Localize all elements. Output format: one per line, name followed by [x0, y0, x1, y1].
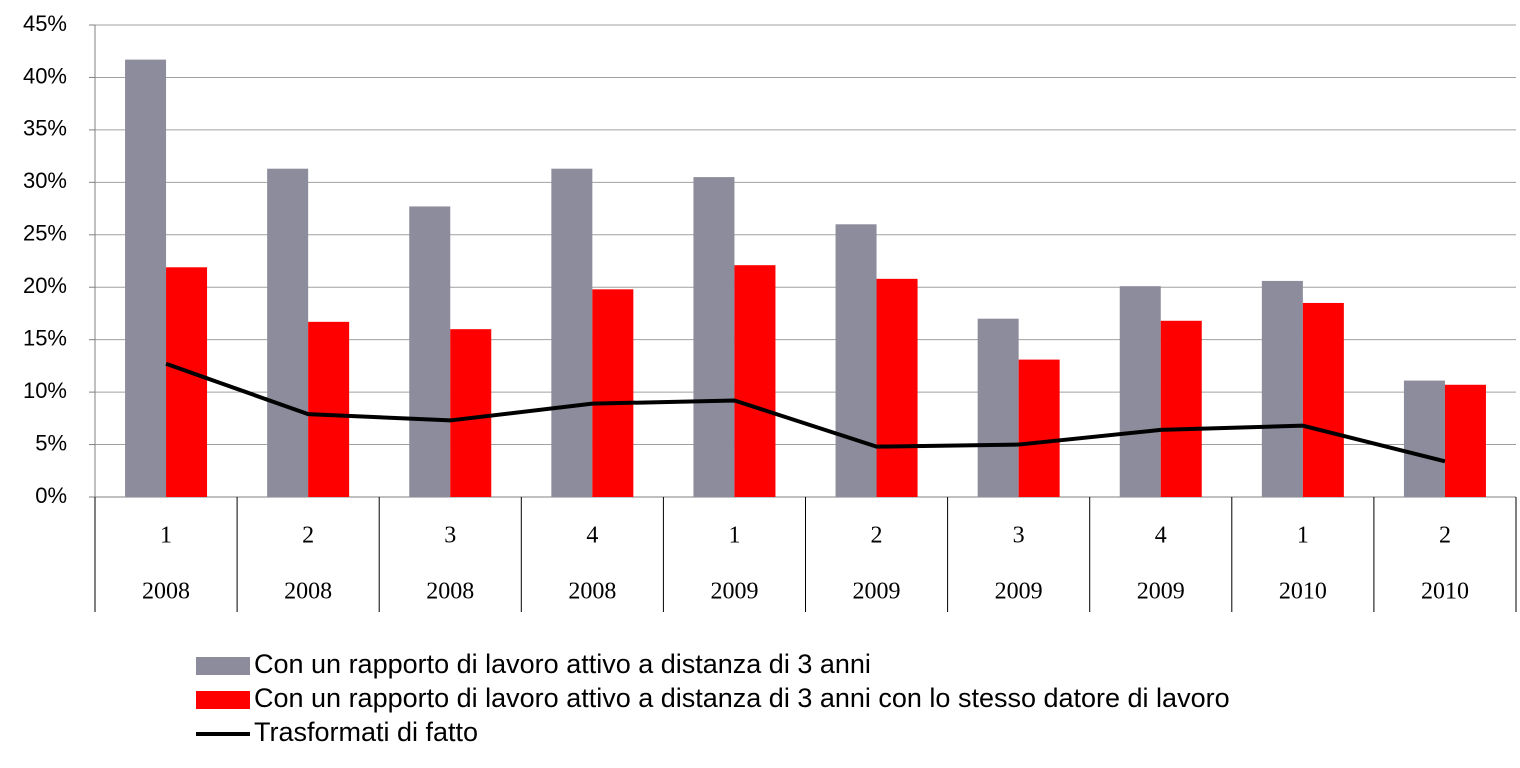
x-group-label: 2010	[1279, 579, 1327, 605]
x-tick-label: 1	[728, 523, 740, 549]
x-tick-label: 3	[1013, 523, 1025, 549]
x-tick-label: 1	[1297, 523, 1309, 549]
x-tick-label: 1	[160, 523, 172, 549]
bar	[409, 206, 451, 498]
x-group-label: 2008	[142, 579, 190, 605]
x-group-label: 2008	[568, 579, 616, 605]
y-tick-label: 25%	[23, 221, 67, 246]
y-tick-label: 0%	[35, 483, 67, 508]
bar	[551, 168, 593, 497]
bar	[734, 265, 776, 497]
bar	[876, 278, 918, 497]
x-group-label: 2009	[710, 579, 758, 605]
y-tick-label: 5%	[35, 430, 67, 455]
legend-label: Con un rapporto di lavoro attivo a dista…	[254, 683, 1230, 713]
x-tick-label: 2	[1439, 523, 1451, 549]
bar	[592, 289, 634, 497]
bar	[977, 318, 1019, 497]
bar	[125, 59, 167, 497]
x-tick-label: 2	[302, 523, 314, 549]
y-tick-label: 15%	[23, 325, 67, 350]
x-tick-label: 2	[871, 523, 883, 549]
x-group-label: 2009	[995, 579, 1043, 605]
bar	[1119, 286, 1161, 497]
x-tick-label: 3	[444, 523, 456, 549]
bar	[450, 329, 492, 497]
y-tick-label: 20%	[23, 273, 67, 298]
x-group-label: 2008	[284, 579, 332, 605]
bar	[1160, 320, 1202, 497]
x-group-label: 2009	[853, 579, 901, 605]
legend-swatch	[196, 691, 250, 709]
bar	[1261, 280, 1303, 497]
x-group-label: 2009	[1137, 579, 1185, 605]
bar	[1403, 380, 1445, 497]
x-tick-label: 4	[1155, 523, 1167, 549]
bar	[1018, 359, 1060, 497]
y-tick-label: 40%	[23, 63, 67, 88]
line-series	[165, 361, 1446, 464]
y-tick-label: 35%	[23, 116, 67, 141]
legend-label: Trasformati di fatto	[254, 717, 478, 747]
x-group-label: 2010	[1421, 579, 1469, 605]
bar	[267, 168, 309, 497]
bar	[166, 267, 208, 497]
bar	[308, 321, 350, 497]
y-tick-label: 10%	[23, 378, 67, 403]
y-tick-label: 45%	[23, 11, 67, 36]
y-tick-label: 30%	[23, 168, 67, 193]
bar	[693, 177, 735, 498]
legend-swatch	[196, 657, 250, 675]
bar	[1444, 384, 1486, 497]
bar	[1302, 302, 1344, 497]
bar	[835, 224, 877, 498]
legend-label: Con un rapporto di lavoro attivo a dista…	[254, 649, 871, 679]
x-tick-label: 4	[586, 523, 598, 549]
x-group-label: 2008	[426, 579, 474, 605]
